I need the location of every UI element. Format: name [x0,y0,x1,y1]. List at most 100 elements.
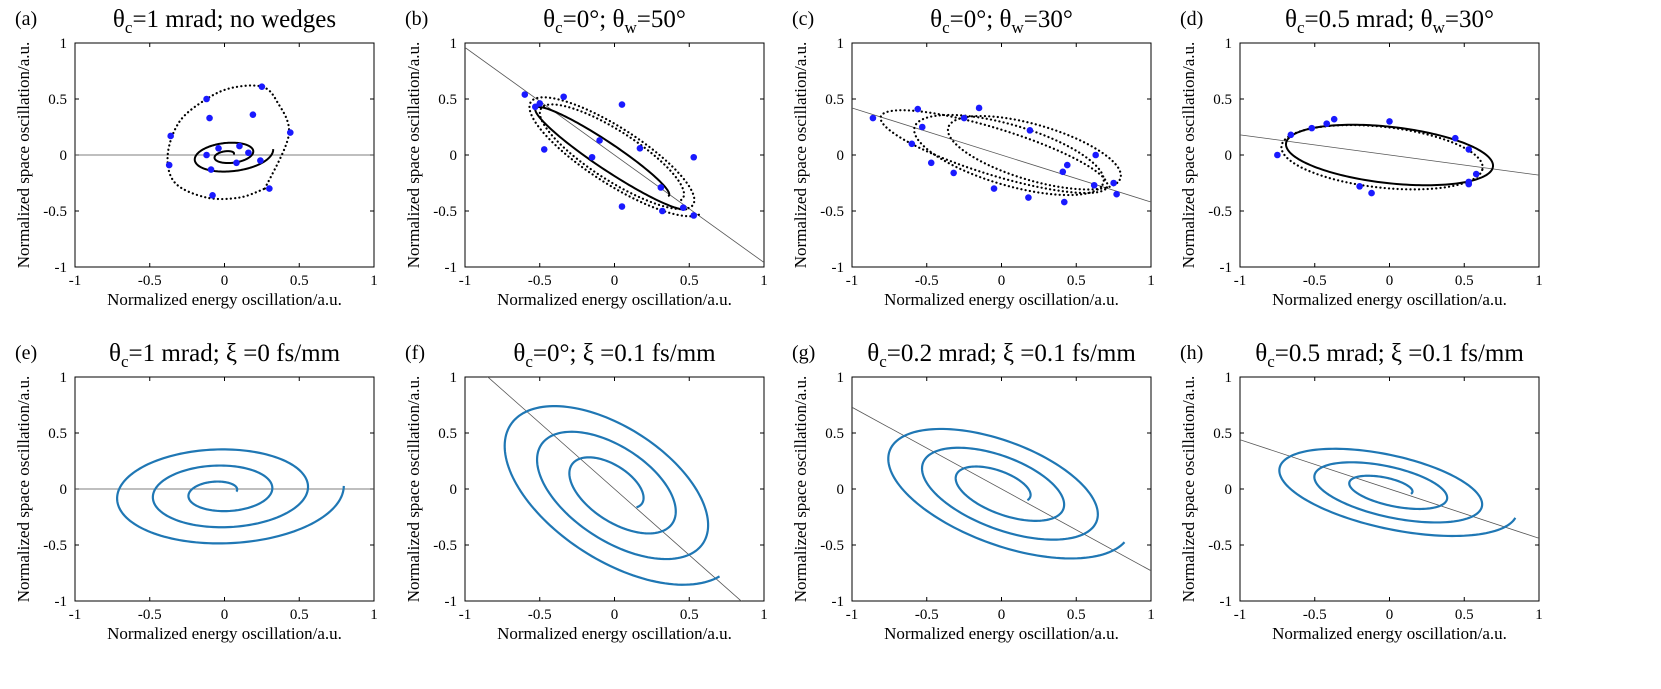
dotted-trajectory [166,84,291,201]
data-point [1274,151,1281,159]
data-point [690,153,698,161]
x-tick-label: 1 [1535,273,1543,289]
plot-area [1240,115,1539,197]
x-tick-label: 1 [1535,607,1543,623]
data-point [1465,146,1473,153]
x-tick-label: -0.5 [915,273,939,289]
panel-letter: (c) [792,8,814,30]
x-tick-label: 0 [221,607,229,623]
plot-area [75,448,374,545]
x-tick-label: 0.5 [1067,607,1086,623]
data-point [1092,151,1099,159]
data-point [1308,124,1316,132]
y-tick-label: 1 [60,36,68,52]
x-tick-label: 0.5 [290,607,309,623]
data-point [257,157,264,164]
data-point [1025,194,1032,201]
data-point [1451,134,1459,142]
data-point [1465,178,1473,186]
dotted-trajectory [946,114,1122,191]
y-tick-label: 0.5 [48,92,67,108]
data-point [1113,190,1120,198]
data-point [588,153,596,161]
data-point [209,192,216,199]
reference-line [852,406,1151,572]
y-tick-label: 0 [837,148,845,164]
y-tick-label: 1 [450,370,458,386]
data-point [203,151,210,159]
panel-e: (e) θc=1 mrad; ξ =0 fs/mm -1 -0.5 0 0.5 1 -1 -0.… [14,340,378,643]
y-tick-label: 1 [837,370,845,386]
y-tick-label: -1 [1220,594,1233,610]
y-tick-label: -1 [832,594,845,610]
reference-line [487,377,742,601]
x-tick-label: 1 [760,273,768,289]
panel-letter: (b) [405,8,428,30]
spiral-trajectory [1278,447,1517,538]
x-tick-label: 0.5 [1455,607,1474,623]
x-axis-label: Normalized energy oscillation/a.u. [497,624,732,643]
dotted-trajectory [913,113,1105,197]
x-tick-label: 0 [998,607,1006,623]
y-tick-label: 0 [837,482,845,498]
x-tick-label: -0.5 [1303,273,1327,289]
data-point [950,169,957,177]
data-point [167,132,174,140]
panel-title: θc=0°; θw=50° [543,6,686,37]
x-tick-label: 0 [221,273,229,289]
x-tick-label: 0.5 [1067,273,1086,289]
data-point [596,137,603,144]
data-point [1386,118,1393,125]
panel-letter: (e) [15,342,37,364]
y-tick-label: 0 [450,482,458,498]
x-tick-label: -1 [846,273,859,289]
data-point [636,144,644,152]
data-point [618,101,626,108]
x-tick-label: -1 [459,273,472,289]
x-tick-label: 1 [370,273,378,289]
y-axis-label: Normalized space oscillation/a.u. [791,42,810,269]
y-tick-label: -0.5 [433,538,457,554]
panel-title: θc=0.5 mrad; ξ =0.1 fs/mm [1255,340,1524,371]
panel-f: (f) θc=0°; ξ =0.1 fs/mm -1 -0.5 0 0.5 1 -1 -0.5 0… [404,340,768,643]
x-axis-label: Normalized energy oscillation/a.u. [107,290,342,309]
x-tick-label: 0 [998,273,1006,289]
reference-line [465,47,764,263]
data-point [618,203,626,210]
panel-title: θc=1 mrad; ξ =0 fs/mm [109,340,341,371]
data-point [1323,120,1331,127]
y-axis-label: Normalized space oscillation/a.u. [1179,42,1198,269]
x-tick-label: -1 [459,607,472,623]
y-tick-label: -0.5 [433,204,457,220]
plot-area [487,377,742,601]
data-point [540,146,548,153]
data-point [1060,198,1068,206]
x-tick-label: -0.5 [1303,607,1327,623]
data-point [286,129,294,136]
y-tick-label: 0.5 [438,426,457,442]
y-tick-label: -1 [832,260,845,276]
y-axis-label: Normalized space oscillation/a.u. [14,376,33,603]
data-point [908,140,916,148]
dotted-trajectory [879,109,1109,195]
y-tick-label: 0.5 [438,92,457,108]
data-point [1063,161,1071,169]
panel-d: (d) θc=0.5 mrad; θw=30° -1 -0.5 0 0.5 1 -1 -0.5 0… [1179,6,1543,309]
y-tick-label: 0.5 [1213,92,1232,108]
x-tick-label: -1 [69,273,82,289]
data-point [531,103,539,111]
x-tick-label: -0.5 [138,273,162,289]
panel-letter: (g) [792,342,815,364]
x-tick-label: -0.5 [138,607,162,623]
y-tick-label: -0.5 [820,204,844,220]
data-point [1110,179,1117,187]
x-tick-label: 1 [370,607,378,623]
plot-area [465,47,764,263]
x-tick-label: -1 [846,607,859,623]
data-point [521,91,529,98]
y-axis-label: Normalized space oscillation/a.u. [1179,376,1198,603]
spiral-trajectory [116,448,345,545]
y-tick-label: 0.5 [825,426,844,442]
x-tick-label: -1 [1234,607,1247,623]
